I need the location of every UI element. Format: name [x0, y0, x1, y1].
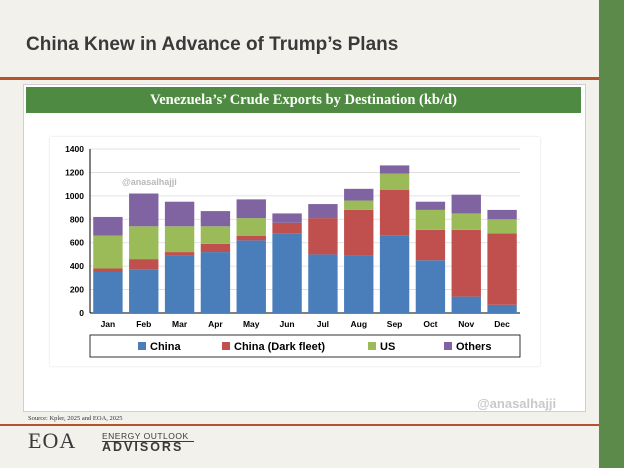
bar-segment — [344, 209, 374, 256]
bar-segment — [308, 254, 338, 313]
x-tick-label: Sep — [387, 319, 403, 329]
legend-label: China (Dark fleet) — [234, 341, 325, 353]
x-tick-label: Oct — [423, 319, 437, 329]
bar-segment — [451, 194, 481, 214]
x-tick-label: Mar — [172, 319, 188, 329]
stacked-bar-chart: 0 200 400 600 800 1000 1200 1400 Jan Feb Mar Apr Ma… — [65, 144, 521, 358]
bar-segment — [451, 213, 481, 230]
bar-group — [93, 165, 517, 313]
bar-segment — [164, 201, 195, 227]
bar-segment — [415, 209, 446, 230]
source-note: Source: Kpler, 2025 and EOA, 2025 — [28, 415, 123, 422]
bar-segment — [451, 296, 481, 313]
bar-segment — [93, 216, 123, 236]
logo-line2: ADVISORS — [102, 440, 184, 454]
x-axis-ticks: Jan Feb Mar Apr May Jun Jul Aug Sep Oct Nov Dec — [101, 319, 511, 329]
legend-swatch — [222, 342, 230, 350]
chart-banner: Venezuela’s’ Crude Exports by Destinatio… — [26, 87, 581, 113]
y-tick-label: 1200 — [65, 167, 84, 177]
bar-segment — [129, 193, 159, 227]
bar-segment — [272, 213, 302, 223]
bar-segment — [93, 268, 123, 272]
bar-segment — [236, 218, 266, 236]
right-accent-bar — [599, 0, 624, 468]
y-tick-label: 1000 — [65, 191, 84, 201]
legend-label: Others — [456, 341, 491, 353]
legend: China China (Dark fleet) US Others — [138, 341, 491, 353]
legend-swatch — [368, 342, 376, 350]
bar-segment — [379, 235, 410, 313]
legend-box — [89, 334, 521, 358]
bar-segment — [129, 226, 159, 260]
bar-segment — [200, 243, 231, 253]
logo-letters: EOA — [28, 428, 77, 453]
bar-segment — [451, 229, 481, 297]
logo-rule — [102, 441, 194, 442]
bar-segment — [379, 165, 410, 174]
y-tick-label: 0 — [79, 308, 84, 318]
x-tick-label: Nov — [458, 319, 474, 329]
y-tick-label: 800 — [70, 214, 84, 224]
gridlines — [89, 148, 520, 314]
bar-segment — [415, 229, 446, 261]
bar-segment — [164, 255, 195, 313]
bar-segment — [200, 252, 231, 313]
bar-segment — [200, 211, 231, 227]
bar-segment — [487, 209, 517, 220]
bar-segment — [164, 226, 195, 253]
y-tick-label: 400 — [70, 261, 84, 271]
bar-segment — [236, 199, 266, 219]
bar-segment — [379, 173, 410, 190]
legend-label: US — [380, 341, 395, 353]
x-tick-label: May — [243, 319, 260, 329]
bar-segment — [379, 190, 410, 236]
bar-segment — [344, 188, 374, 201]
bar-segment — [344, 255, 374, 313]
bar-segment — [93, 272, 123, 313]
y-tick-label: 200 — [70, 285, 84, 295]
bar-segment — [236, 240, 266, 313]
x-tick-label: Dec — [494, 319, 510, 329]
logo-line1: ENERGY OUTLOOK — [102, 431, 189, 441]
x-tick-label: Jul — [317, 319, 329, 329]
bar-segment — [93, 235, 123, 269]
x-tick-label: Jun — [280, 319, 295, 329]
page-title: China Knew in Advance of Trump’s Plans — [26, 34, 399, 55]
x-tick-label: Feb — [136, 319, 151, 329]
bar-segment — [272, 233, 302, 313]
bar-segment — [344, 200, 374, 210]
bar-segment — [129, 259, 159, 270]
slide-watermark: @anasalhajji — [477, 396, 557, 411]
legend-label: China — [150, 341, 181, 353]
bar-segment — [415, 260, 446, 313]
title-divider — [0, 77, 599, 80]
bar-segment — [308, 204, 338, 219]
y-tick-label: 1400 — [65, 144, 84, 154]
x-tick-label: Apr — [208, 319, 223, 329]
bar-segment — [200, 226, 231, 244]
chart-watermark: @anasalhajji — [122, 177, 177, 187]
x-tick-label: Jan — [101, 319, 116, 329]
bar-segment — [272, 222, 302, 234]
footer-divider — [0, 424, 599, 426]
bar-segment — [236, 235, 266, 241]
bar-segment — [129, 269, 159, 313]
legend-swatch — [444, 342, 452, 350]
x-tick-label: Aug — [350, 319, 367, 329]
bar-segment — [487, 219, 517, 234]
bar-segment — [487, 233, 517, 305]
y-tick-label: 600 — [70, 238, 84, 248]
bar-segment — [415, 201, 446, 210]
chart-container: 0 200 400 600 800 1000 1200 1400 Jan Feb Mar Apr Ma… — [50, 137, 540, 366]
bar-segment — [308, 218, 338, 255]
bar-segment — [164, 252, 195, 256]
y-axis-ticks: 0 200 400 600 800 1000 1200 1400 — [65, 144, 84, 318]
eoa-logo: EOA ENERGY OUTLOOK ADVISORS — [28, 428, 208, 458]
legend-swatch — [138, 342, 146, 350]
bar-segment — [487, 304, 517, 313]
